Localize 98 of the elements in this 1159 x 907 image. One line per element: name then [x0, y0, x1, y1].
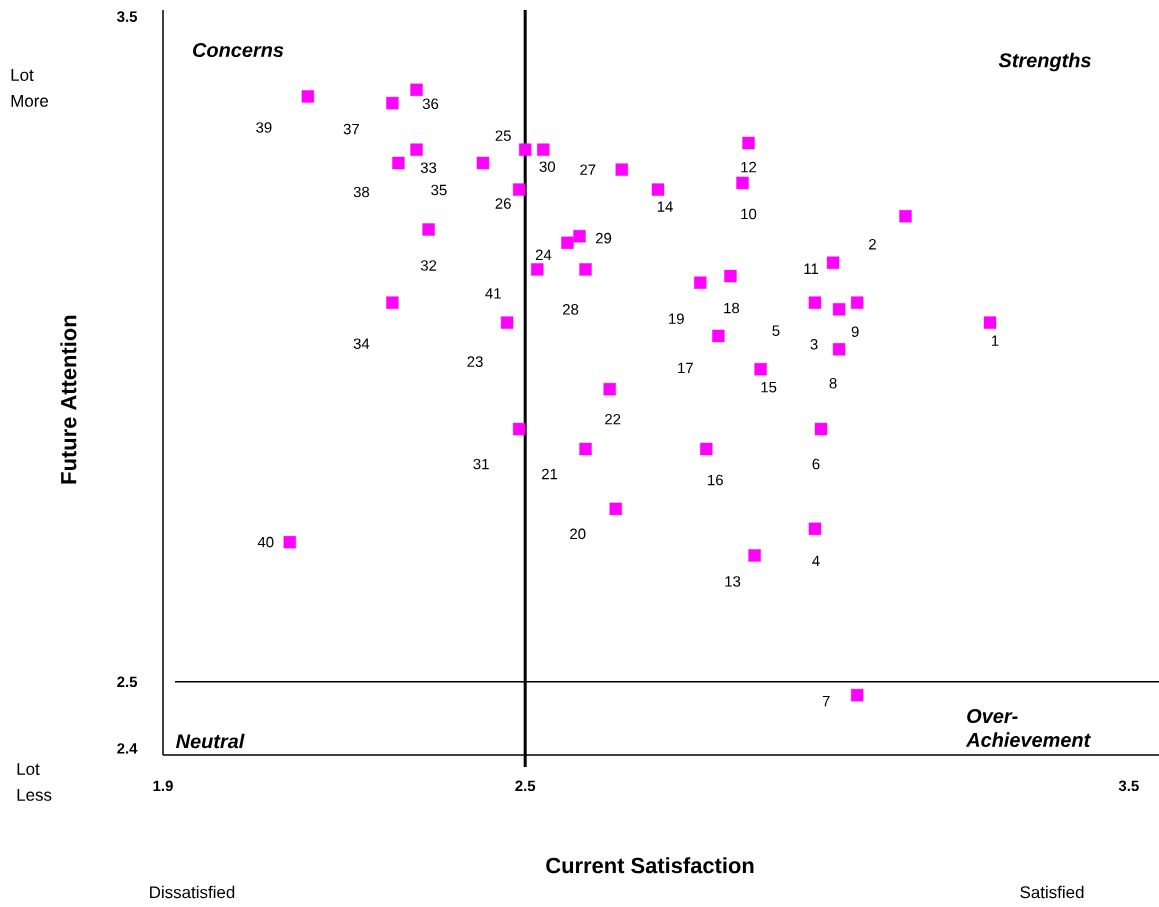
annotation: 13	[725, 576, 741, 587]
y-tick-label: 2.5	[117, 676, 138, 688]
annotation: 28	[562, 304, 579, 315]
point	[814, 422, 828, 436]
point	[512, 183, 526, 196]
point	[826, 256, 840, 269]
point	[694, 276, 707, 289]
annotation: 14	[657, 201, 673, 212]
annotation: 23	[467, 356, 483, 367]
annotation: 36	[422, 98, 439, 110]
point	[832, 343, 846, 356]
annotation: 5	[772, 325, 780, 336]
point	[808, 522, 822, 536]
annotation: 32	[420, 260, 437, 271]
annotation: 24	[535, 249, 552, 261]
text: Lot More	[11, 69, 49, 107]
annotation: 1	[991, 335, 999, 346]
annotation: 34	[353, 338, 370, 349]
point	[808, 296, 822, 309]
point	[609, 502, 622, 516]
annotation: 21	[541, 468, 558, 480]
point	[724, 269, 737, 283]
annotation: Strengths	[998, 52, 1091, 72]
point	[712, 329, 725, 343]
point	[392, 156, 405, 170]
annotation: 31	[473, 458, 489, 470]
point	[561, 236, 574, 249]
annotation: Over-Achievement	[965, 709, 1091, 747]
annotation: 12	[741, 161, 757, 173]
annotation: 10	[741, 208, 757, 220]
point	[512, 422, 526, 436]
y-tick-label: 3.5	[117, 11, 138, 22]
point	[748, 549, 761, 562]
x-tick-label: 3.5	[1118, 780, 1139, 792]
annotation: 37	[343, 123, 359, 135]
annotation: 26	[495, 198, 511, 209]
annotation: 18	[724, 302, 740, 314]
point	[422, 223, 435, 236]
annotation: 25	[495, 130, 511, 141]
annotation: 6	[812, 458, 820, 470]
point	[476, 156, 490, 170]
point	[850, 296, 864, 309]
annotation: 33	[420, 162, 437, 173]
y-axis-title: Future Attention	[60, 315, 77, 484]
point	[736, 176, 749, 190]
annotation: 19	[669, 313, 684, 324]
annotation: 29	[595, 232, 612, 244]
point	[301, 90, 315, 103]
annotation: 16	[708, 474, 723, 486]
annotation: 4	[812, 555, 820, 566]
annotation: 30	[539, 161, 556, 172]
point	[531, 263, 544, 276]
point	[410, 143, 423, 156]
annotation: Neutral	[176, 733, 245, 749]
annotation: 15	[761, 381, 777, 393]
point	[899, 210, 912, 223]
annotation: 41	[485, 288, 501, 299]
point	[573, 229, 586, 243]
annotation: 9	[851, 326, 859, 337]
text: Lot Less	[17, 763, 52, 801]
y-tick-label: 2.4	[117, 743, 138, 754]
point	[283, 535, 296, 549]
point	[832, 303, 846, 316]
annotation: 8	[829, 377, 837, 389]
point	[500, 316, 514, 329]
x-axis-title: Current Satisfaction	[546, 857, 754, 874]
point	[615, 163, 628, 176]
annotation: 17	[678, 362, 693, 374]
point	[537, 143, 550, 156]
point	[603, 382, 616, 396]
point	[700, 442, 713, 456]
point	[410, 83, 423, 97]
x-tick-label: 2.5	[515, 780, 536, 792]
annotation: 40	[257, 536, 274, 548]
annotation: 39	[256, 122, 272, 133]
annotation: 27	[580, 164, 596, 175]
annotation: 22	[605, 413, 621, 425]
point	[518, 143, 532, 156]
annotation: Concerns	[193, 42, 284, 58]
point	[983, 316, 997, 329]
text: Satisfied	[1020, 885, 1084, 899]
point	[386, 96, 399, 110]
annotation: 3	[810, 339, 818, 350]
point	[579, 442, 592, 456]
text: Dissatisfied	[150, 885, 235, 899]
point	[651, 183, 665, 196]
point	[850, 688, 864, 702]
annotation: 38	[353, 186, 370, 198]
point	[386, 296, 399, 309]
annotation: 11	[804, 263, 819, 274]
point	[579, 263, 592, 276]
annotation: 2	[869, 238, 876, 250]
point	[742, 136, 755, 150]
x-tick-label: 1.9	[153, 780, 173, 792]
annotation: 35	[431, 184, 447, 196]
point	[754, 362, 767, 376]
annotation: 20	[570, 528, 586, 540]
annotation: 7	[822, 695, 830, 707]
